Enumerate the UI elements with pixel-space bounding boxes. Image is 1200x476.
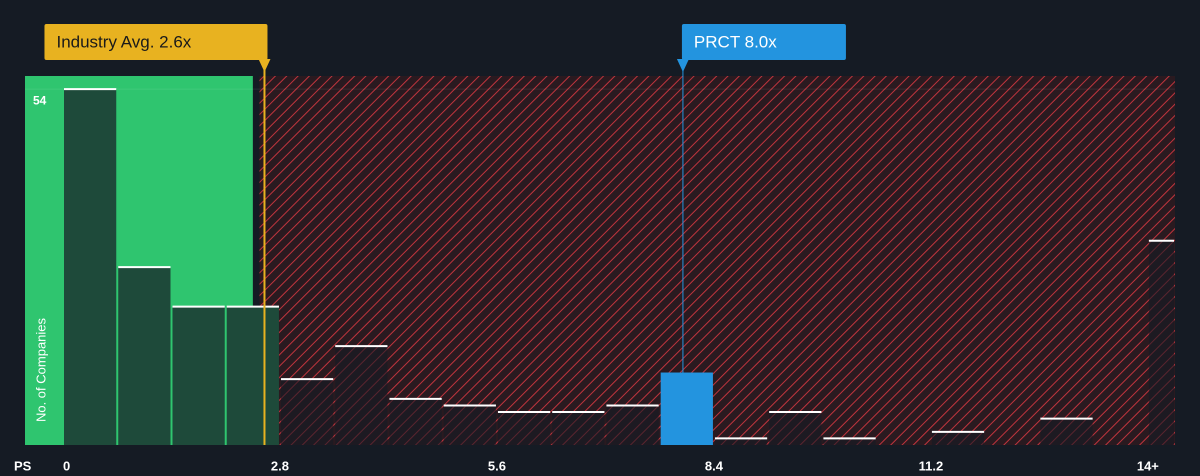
annotation-pointer: [676, 59, 689, 72]
bar: [1148, 240, 1174, 445]
overvalued-region: [259, 76, 1175, 445]
annotation-label: PRCT 8.0x: [694, 32, 777, 51]
bar: [280, 379, 334, 445]
bar: [172, 306, 225, 445]
bar: [497, 412, 551, 445]
x-tick-label: 14+: [1137, 458, 1159, 473]
bar: [443, 405, 496, 445]
annotation-box: [681, 24, 846, 60]
bar: [226, 306, 279, 445]
bar: [769, 412, 822, 445]
bar: [714, 438, 768, 445]
bar: [823, 438, 876, 445]
bar: [1040, 418, 1093, 445]
bar: [606, 405, 659, 445]
y-axis-label: No. of Companies: [33, 317, 48, 422]
x-axis-label: PS: [14, 458, 32, 473]
bar: [64, 89, 117, 445]
x-tick-label: 2.8: [271, 458, 289, 473]
annotation-label: Industry Avg. 2.6x: [56, 32, 191, 51]
x-tick-label: 11.2: [919, 458, 944, 473]
bar: [118, 267, 171, 445]
bar: [660, 372, 713, 445]
bar: [931, 431, 985, 445]
x-tick-label: 8.4: [705, 458, 724, 473]
bar: [552, 412, 605, 445]
x-tick-label: 5.6: [488, 458, 506, 473]
annotation-pointer: [258, 59, 271, 72]
y-tick-label: 54: [33, 93, 47, 107]
annotation-box: [44, 24, 268, 60]
x-tick-label: 0: [63, 458, 70, 473]
bar: [389, 398, 442, 445]
bar: [335, 346, 388, 445]
